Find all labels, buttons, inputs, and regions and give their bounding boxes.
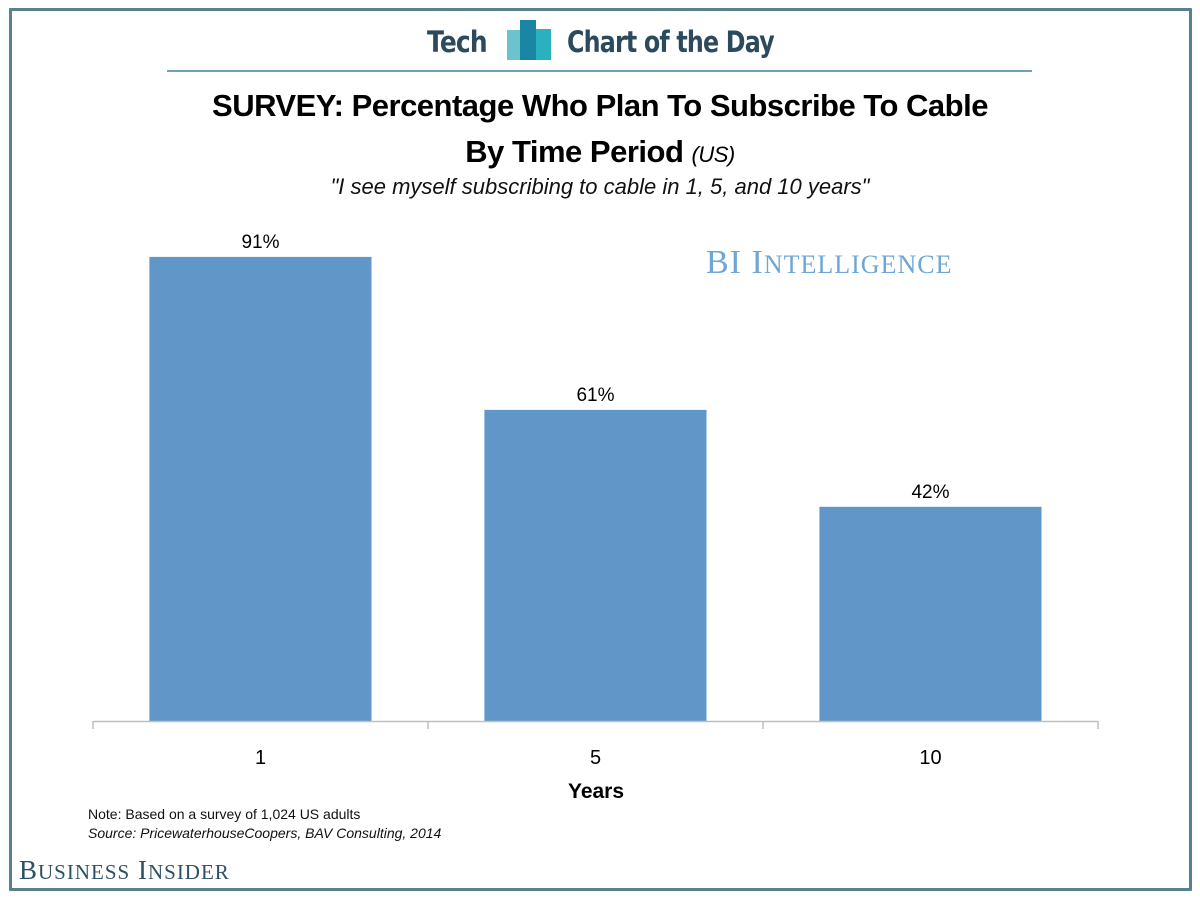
brand-nsider: NSIDER bbox=[147, 860, 230, 884]
bar-chart-logo-icon bbox=[507, 20, 551, 60]
chart-title-line2: By Time Period (US) bbox=[0, 134, 1200, 170]
brand-i: I bbox=[137, 855, 148, 885]
bar-1 bbox=[149, 256, 372, 721]
bar-5 bbox=[484, 409, 707, 721]
watermark-bi: BI bbox=[706, 244, 742, 281]
x-tick-label-1: 1 bbox=[255, 747, 266, 769]
watermark-i: I bbox=[751, 244, 764, 281]
logo-bar-center bbox=[520, 20, 536, 60]
section-label: Tech bbox=[427, 25, 488, 59]
x-tick-label-5: 5 bbox=[590, 747, 601, 769]
chart-of-the-day-header: Tech Chart of the Day bbox=[0, 14, 1200, 68]
data-label-5: 61% bbox=[576, 385, 614, 406]
x-axis-label: Years bbox=[568, 780, 624, 803]
bi-intelligence-watermark: BI INTELLIGENCE bbox=[706, 244, 952, 282]
source-note: Source: PricewaterhouseCoopers, BAV Cons… bbox=[88, 825, 442, 841]
brand-usiness: USINESS bbox=[38, 860, 131, 884]
bars-group: 91% 61% 42% bbox=[149, 232, 1042, 721]
bar-10 bbox=[819, 506, 1042, 721]
chart-title-line2-text: By Time Period bbox=[465, 134, 684, 169]
chart-title: SURVEY: Percentage Who Plan To Subscribe… bbox=[212, 88, 988, 123]
header-divider bbox=[167, 70, 1032, 72]
series-label: Chart of the Day bbox=[567, 25, 775, 59]
chart-subtitle: "I see myself subscribing to cable in 1,… bbox=[330, 174, 870, 199]
watermark-ntelligence: NTELLIGENCE bbox=[763, 250, 953, 279]
chart-title-region: (US) bbox=[691, 142, 736, 167]
x-tick-label-10: 10 bbox=[919, 747, 941, 769]
logo-bar-left bbox=[507, 30, 524, 60]
footnote: Note: Based on a survey of 1,024 US adul… bbox=[88, 806, 361, 822]
x-axis: 1 5 10 bbox=[92, 720, 1099, 769]
data-label-1: 91% bbox=[241, 232, 279, 253]
business-insider-logo: BUSINESS INSIDER bbox=[19, 855, 230, 886]
brand-b: B bbox=[19, 855, 39, 885]
data-label-10: 42% bbox=[911, 482, 949, 503]
